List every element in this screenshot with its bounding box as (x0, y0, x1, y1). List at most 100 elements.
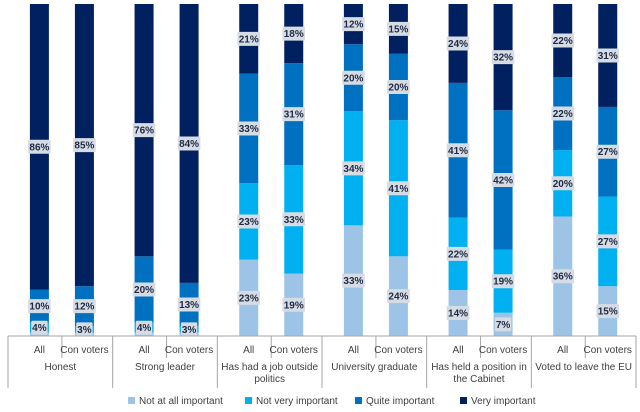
legend-swatch (128, 397, 135, 404)
data-label: 20% (388, 83, 408, 94)
bar-tick-label: Con voters (479, 345, 527, 356)
data-label: 4% (137, 323, 152, 334)
group-label: University graduate (331, 362, 418, 373)
data-label: 12% (74, 302, 94, 313)
data-label-box (31, 320, 48, 335)
data-label-box (132, 123, 156, 138)
data-label: 32% (493, 53, 513, 64)
bar-tick-label: Con voters (60, 345, 108, 356)
data-label: 19% (493, 277, 513, 288)
data-label: 18% (284, 29, 304, 40)
data-label-box (551, 106, 575, 121)
data-label-box (180, 322, 198, 337)
data-label: 33% (343, 276, 363, 287)
data-label: 86% (29, 142, 49, 153)
data-label-box (177, 297, 201, 312)
legend-swatch (355, 397, 362, 404)
data-label-box (446, 305, 470, 320)
data-label: 10% (29, 302, 49, 313)
data-label-box (494, 317, 512, 332)
data-label-box (342, 17, 365, 32)
data-label: 85% (74, 141, 94, 152)
data-label-box (28, 139, 51, 154)
data-label-box (551, 269, 575, 284)
data-label: 20% (343, 73, 363, 84)
data-label: 15% (388, 24, 408, 35)
data-label-box (28, 299, 51, 314)
bar-tick-label: All (34, 345, 45, 356)
data-label-box (132, 282, 156, 297)
data-label-box (342, 70, 365, 85)
data-label: 4% (32, 323, 47, 334)
data-label-box (282, 107, 306, 122)
data-label: 7% (496, 320, 511, 331)
data-label-box (596, 144, 620, 159)
data-label: 12% (343, 20, 363, 31)
data-label: 23% (239, 293, 259, 304)
data-label-box (282, 26, 306, 41)
bar-tick-label: All (139, 345, 150, 356)
data-label-box (237, 214, 261, 229)
data-label: 23% (239, 217, 259, 228)
group-label: Has had a job outside (221, 362, 318, 373)
bar-tick-label: All (348, 345, 359, 356)
data-label: 36% (553, 272, 573, 283)
data-label: 31% (284, 110, 304, 121)
bar-tick-label: Con voters (270, 345, 318, 356)
data-label: 20% (553, 179, 573, 190)
data-label: 76% (134, 126, 154, 137)
legend-label: Not very important (256, 396, 338, 407)
bar-tick-label: All (557, 345, 568, 356)
data-label-box (596, 48, 620, 63)
data-label: 15% (598, 307, 618, 318)
data-label-box (446, 246, 470, 261)
data-label: 34% (343, 164, 363, 175)
data-label-box (237, 121, 261, 136)
data-label-box (491, 172, 515, 187)
data-label-box (491, 50, 515, 65)
group-label: Honest (44, 362, 76, 373)
group-label: Strong leader (135, 362, 196, 373)
data-label-box (596, 234, 620, 249)
group-label: politics (254, 374, 285, 385)
data-label-box (282, 297, 306, 312)
data-label-box (237, 290, 261, 305)
data-label-box (446, 143, 470, 158)
bar-tick-label: All (453, 345, 464, 356)
data-label: 19% (284, 300, 304, 311)
data-label: 13% (179, 300, 199, 311)
data-label: 41% (388, 184, 408, 195)
legend-label: Very important (471, 396, 536, 407)
data-label-box (551, 33, 575, 48)
data-label-box (177, 136, 201, 151)
data-label-box (282, 212, 306, 227)
data-label: 42% (493, 175, 513, 186)
data-label-box (135, 320, 153, 335)
bar-tick-label: Con voters (584, 345, 632, 356)
data-label: 24% (448, 39, 468, 50)
data-label: 14% (448, 308, 468, 319)
data-label-box (387, 181, 410, 196)
data-label: 41% (448, 146, 468, 157)
legend-label: Quite important (366, 396, 435, 407)
data-label: 22% (448, 249, 468, 260)
data-label: 3% (77, 325, 92, 336)
data-label: 33% (239, 124, 259, 135)
group-label: Voted to leave the EU (535, 362, 632, 373)
legend-swatch (245, 397, 252, 404)
data-label-box (237, 31, 261, 46)
data-label-box (387, 80, 410, 94)
legend-label: Not at all important (139, 396, 223, 407)
data-label-box (342, 273, 365, 288)
bar-tick-label: All (243, 345, 254, 356)
data-label-box (387, 21, 410, 36)
data-label: 21% (239, 34, 259, 45)
bar-tick-label: Con voters (374, 345, 422, 356)
data-label-box (76, 322, 93, 337)
data-label: 27% (598, 147, 618, 158)
data-label: 33% (284, 215, 304, 226)
data-label: 22% (553, 36, 573, 47)
data-label-box (73, 299, 96, 314)
data-label-box (551, 176, 575, 191)
